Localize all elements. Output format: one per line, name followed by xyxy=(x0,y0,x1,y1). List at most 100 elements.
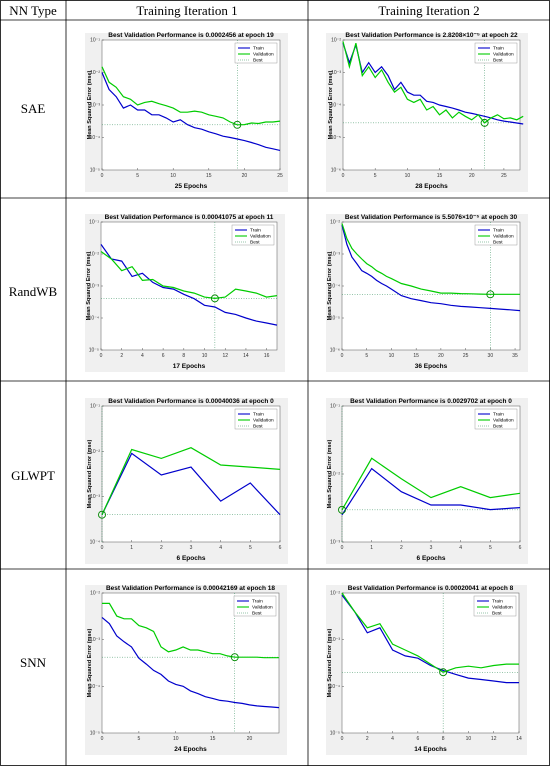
x-tick-label: 5 xyxy=(489,545,492,551)
y-tick-label: 10⁻⁵ xyxy=(89,348,99,354)
legend-label: Best xyxy=(252,611,262,617)
series-validation-line xyxy=(102,602,279,659)
chart-title: Best Validation Performance is 0.0002004… xyxy=(348,585,514,592)
y-tick-label: 10⁻³ xyxy=(90,103,100,109)
chart-randwb-2: Best Validation Performance is 5.5076×10… xyxy=(326,214,528,372)
x-tick-label: 25 xyxy=(463,353,469,359)
x-tick-label: 14 xyxy=(516,736,522,742)
y-axis-label: Mean Squared Error (mse) xyxy=(87,439,93,508)
chart-glwpt-1: Best Validation Performance is 0.0004003… xyxy=(85,398,288,564)
series-train-line xyxy=(341,224,521,312)
legend-label: Train xyxy=(253,46,264,52)
x-tick-label: 25 xyxy=(501,173,507,179)
x-tick-label: 0 xyxy=(341,353,344,359)
best-marker xyxy=(210,294,219,303)
y-tick-label: 10⁻³ xyxy=(330,540,340,546)
y-tick-label: 10⁻⁴ xyxy=(90,684,100,690)
y-tick-label: 10⁻³ xyxy=(90,637,100,643)
row-label-randwb: RandWB xyxy=(9,284,58,299)
x-tick-label: 20 xyxy=(469,173,475,179)
x-tick-label: 0 xyxy=(342,173,345,179)
x-axis-label: 14 Epochs xyxy=(414,746,447,753)
chart-title: Best Validation Performance is 5.5076×10… xyxy=(345,214,518,221)
y-tick-label: 10⁻² xyxy=(331,38,341,44)
series-validation-line xyxy=(101,447,281,515)
legend-label: Best xyxy=(493,240,503,246)
y-tick-label: 10⁻⁵ xyxy=(330,316,340,322)
y-tick-label: 10⁻³ xyxy=(330,252,340,258)
chart-snn-2: Best Validation Performance is 0.0002004… xyxy=(326,585,527,755)
best-marker xyxy=(98,510,106,519)
header-iteration-1: Training Iteration 1 xyxy=(136,3,237,18)
legend-label: Validation xyxy=(253,418,274,424)
y-tick-label: 10⁻³ xyxy=(90,494,100,500)
x-tick-label: 8 xyxy=(442,736,445,742)
x-tick-label: 3 xyxy=(190,545,193,551)
x-tick-label: 5 xyxy=(365,353,368,359)
x-tick-label: 20 xyxy=(438,353,444,359)
y-tick-label: 10⁻⁴ xyxy=(331,103,341,109)
y-tick-label: 10⁻³ xyxy=(330,637,340,643)
y-tick-label: 10⁻¹ xyxy=(90,38,100,44)
x-tick-label: 12 xyxy=(222,353,228,359)
x-tick-label: 0 xyxy=(101,173,104,179)
y-tick-label: 10⁻³ xyxy=(331,70,341,76)
row-label-sae: SAE xyxy=(21,101,46,116)
series-validation-line xyxy=(101,66,281,126)
x-tick-label: 3 xyxy=(430,545,433,551)
legend-label: Train xyxy=(493,46,504,52)
x-tick-label: 4 xyxy=(141,353,144,359)
series-train-line xyxy=(341,594,519,684)
y-tick-label: 10⁻⁶ xyxy=(330,348,340,354)
legend-label: Best xyxy=(492,611,502,617)
x-tick-label: 16 xyxy=(264,353,270,359)
x-tick-label: 25 xyxy=(277,173,283,179)
x-tick-label: 4 xyxy=(391,736,394,742)
y-axis-label: Mean Squared Error (mse) xyxy=(87,628,93,697)
legend-label: Validation xyxy=(252,605,273,611)
y-tick-label: 10⁻¹ xyxy=(90,404,100,410)
chart-title: Best Validation Performance is 0.0004107… xyxy=(105,214,274,221)
y-tick-label: 10⁻² xyxy=(330,220,340,226)
x-tick-label: 4 xyxy=(459,545,462,551)
chart-title: Best Validation Performance is 0.0002456… xyxy=(108,32,274,39)
y-axis-label: Mean Squared Error (mse) xyxy=(328,70,334,139)
x-tick-label: 12 xyxy=(491,736,497,742)
y-tick-label: 10⁻¹ xyxy=(330,404,340,410)
y-tick-label: 10⁻⁵ xyxy=(331,135,341,141)
series-train-line xyxy=(101,616,280,709)
y-axis-label: Mean Squared Error (mse) xyxy=(86,251,92,320)
y-tick-label: 10⁻³ xyxy=(89,284,99,290)
legend-label: Validation xyxy=(492,605,513,611)
series-validation-line xyxy=(100,251,278,300)
x-tick-label: 6 xyxy=(279,545,282,551)
y-tick-label: 10⁻² xyxy=(90,70,100,76)
legend-label: Validation xyxy=(253,52,274,58)
y-tick-label: 10⁻⁴ xyxy=(330,284,340,290)
best-marker xyxy=(480,118,489,127)
legend-label: Train xyxy=(253,412,264,418)
legend-label: Validation xyxy=(493,52,514,58)
y-tick-label: 10⁻⁵ xyxy=(90,731,100,737)
legend-label: Validation xyxy=(250,234,271,240)
x-tick-label: 5 xyxy=(249,545,252,551)
best-marker xyxy=(486,290,495,299)
y-axis-label: Mean Squared Error (mse) xyxy=(327,628,333,697)
x-tick-label: 4 xyxy=(219,545,222,551)
series-validation-line xyxy=(341,592,519,673)
chart-sae-1: Best Validation Performance is 0.0002456… xyxy=(85,32,288,192)
x-tick-label: 20 xyxy=(242,173,248,179)
x-tick-label: 6 xyxy=(519,545,522,551)
y-tick-label: 10⁻⁴ xyxy=(90,540,100,546)
series-train-line xyxy=(342,42,524,125)
legend-label: Train xyxy=(250,228,261,234)
best-marker xyxy=(233,120,242,129)
x-tick-label: 0 xyxy=(341,736,344,742)
y-tick-label: 10⁻² xyxy=(330,591,340,597)
y-tick-label: 10⁻¹ xyxy=(89,220,99,226)
y-tick-label: 10⁻² xyxy=(90,591,100,597)
y-tick-label: 10⁻⁵ xyxy=(330,731,340,737)
